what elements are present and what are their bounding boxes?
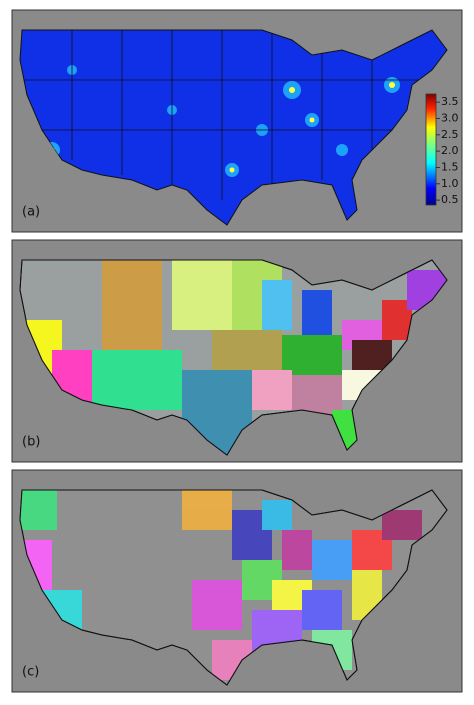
panel-label: (c) — [22, 665, 39, 680]
colorbar-tick-label: 2.5 — [441, 128, 459, 141]
map-panel-a — [11, 9, 463, 233]
colorbar-tick-label: 2.0 — [441, 144, 459, 157]
colorbar-tick-label: 3.0 — [441, 111, 459, 124]
panel-label: (a) — [22, 205, 40, 220]
panel-labels: (a) (b) (c) — [22, 205, 40, 680]
colorbar-tick-label: 3.5 — [441, 95, 459, 108]
colorbar: 0.5 1.0 1.5 2.0 2.5 3.0 3.5 — [425, 93, 459, 206]
colorbar-tick-label: 1.0 — [441, 177, 459, 190]
colorbar-tick-label: 1.5 — [441, 160, 459, 173]
panel-label: (b) — [22, 435, 40, 450]
map-panel-c — [11, 469, 463, 693]
colorbar-gradient — [425, 93, 437, 206]
colorbar-tick-label: 0.5 — [441, 193, 459, 206]
map-panel-b — [11, 239, 463, 463]
